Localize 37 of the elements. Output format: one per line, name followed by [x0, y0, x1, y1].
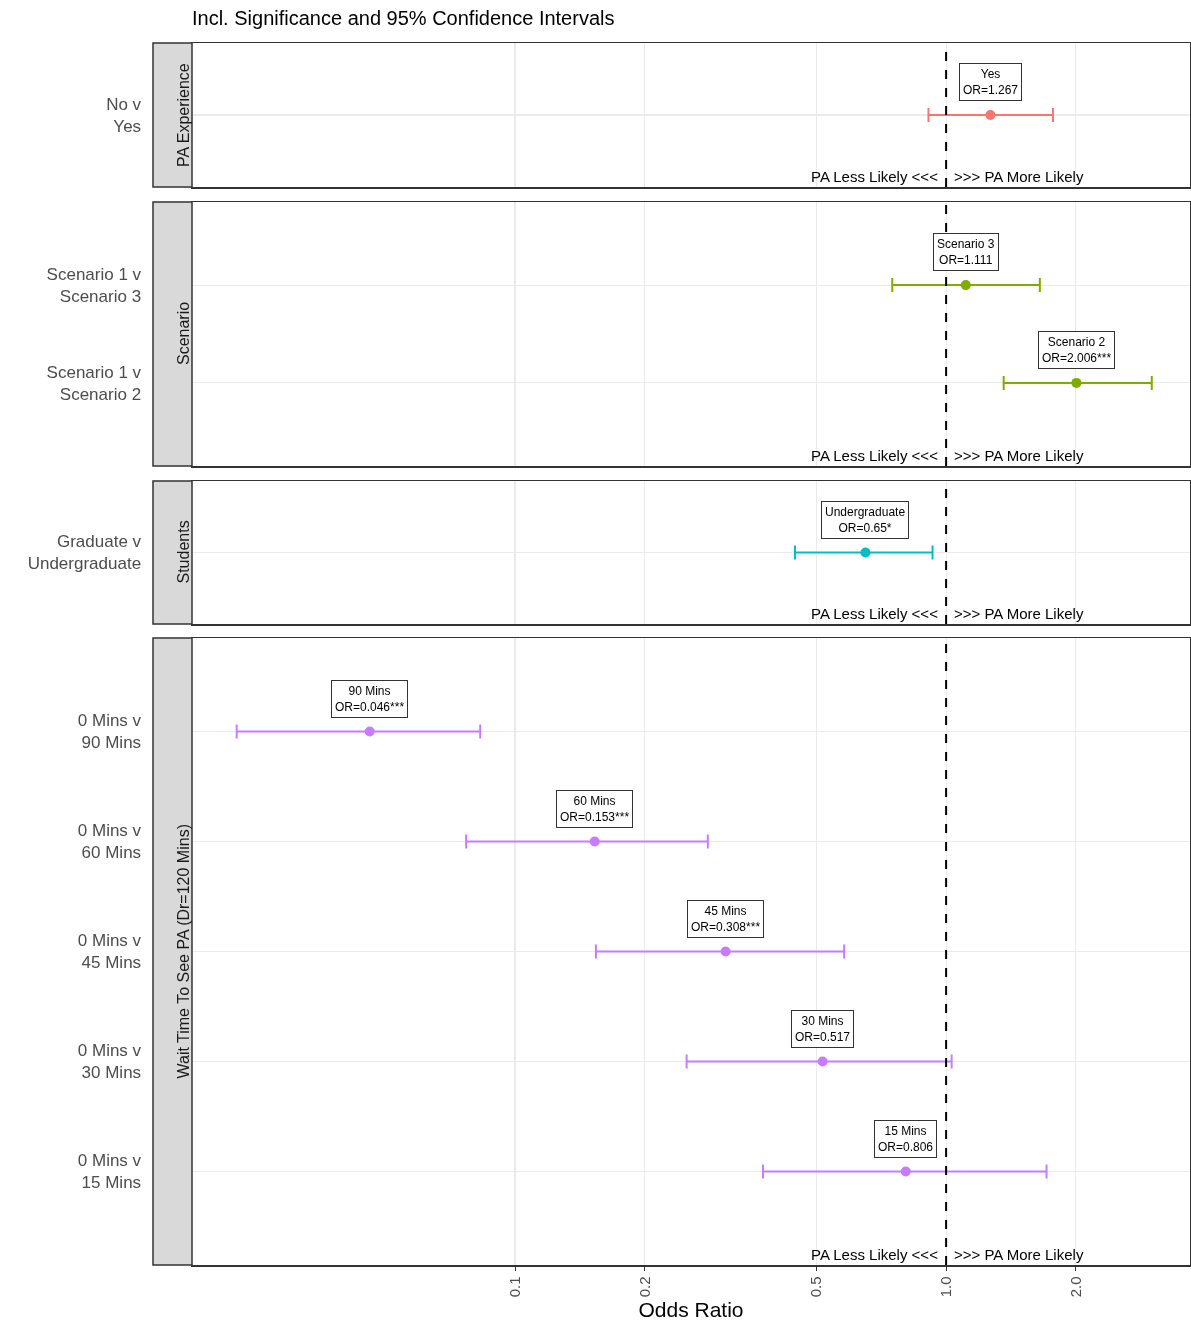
annotation: >>> PA More Likely [954, 168, 1084, 185]
annotation: >>> PA More Likely [954, 447, 1084, 464]
y-tick-label: 0 Mins v 45 Mins [77, 931, 142, 973]
y-tick-label: 0 Mins v 60 Mins [77, 821, 142, 863]
annotation: PA Less Likely <<< [811, 1246, 939, 1263]
y-tick-label: Scenario 1 v Scenario 3 [46, 265, 142, 307]
annotation: Scenario 2 OR=2.006*** [1042, 335, 1112, 365]
y-tick-label: No v Yes [106, 94, 142, 136]
annotation: 60 Mins OR=0.153*** [560, 794, 630, 824]
x-axis-title: Odds Ratio [638, 1298, 744, 1322]
annotation: Yes OR=1.267 [963, 67, 1019, 97]
y-tick-label: Graduate v Undergraduate [27, 532, 142, 574]
y-tick-label: 0 Mins v 90 Mins [77, 711, 142, 753]
y-axis-title: Scenario [175, 301, 192, 365]
x-tick-label: 0.5 [807, 1276, 825, 1298]
x-tick-label: 0.1 [505, 1276, 523, 1298]
annotation: PA Less Likely <<< [811, 447, 939, 464]
x-tick-label: 1.0 [936, 1276, 954, 1298]
annotation: >>> PA More Likely [954, 1246, 1084, 1263]
chart-title: Incl. Significance and 95% Confidence Intervals [192, 7, 615, 29]
y-axis-title: Students [174, 520, 192, 584]
annotation: 15 Mins OR=0.806 [878, 1124, 934, 1154]
annotation: Undergraduate OR=0.65* [825, 505, 906, 535]
annotation: 30 Mins OR=0.517 [795, 1014, 851, 1044]
y-axis-title: PA Experience [175, 63, 192, 167]
y-tick-label: 0 Mins v 15 Mins [77, 1151, 142, 1193]
annotation: PA Less Likely <<< [811, 168, 939, 185]
y-tick-label: 0 Mins v 30 Mins [77, 1041, 142, 1083]
x-tick-label: 0.2 [635, 1276, 653, 1298]
x-tick-label: 2.0 [1066, 1276, 1084, 1298]
annotation: PA Less Likely <<< [811, 605, 939, 622]
annotation: 45 Mins OR=0.308*** [691, 904, 761, 934]
annotation: >>> PA More Likely [954, 605, 1084, 622]
y-axis-title: Wait Time To See PA (Dr=120 Mins) [174, 824, 192, 1079]
y-tick-label: Scenario 1 v Scenario 2 [46, 362, 142, 404]
annotation: 90 Mins OR=0.046*** [335, 684, 405, 714]
annotation: Scenario 3 OR=1.111 [937, 237, 995, 267]
